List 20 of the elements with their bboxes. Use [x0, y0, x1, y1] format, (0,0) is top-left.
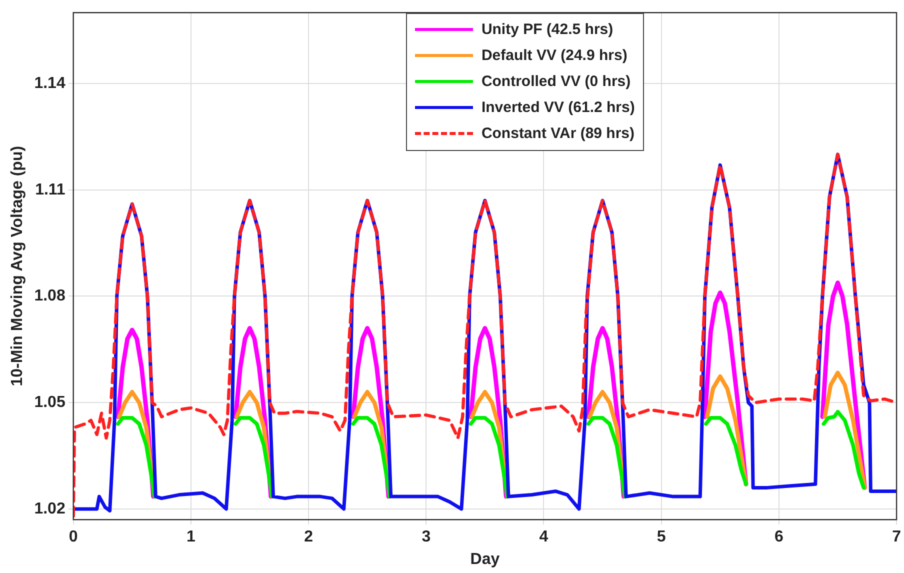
x-tick-label: 4	[539, 528, 548, 546]
x-tick-label: 1	[186, 528, 196, 546]
y-tick-label: 1.05	[34, 394, 66, 412]
x-tick-label: 6	[774, 528, 784, 546]
legend-label: Constant VAr (89 hrs)	[481, 125, 635, 142]
x-tick-label: 2	[304, 528, 314, 546]
y-tick-label: 1.11	[35, 181, 66, 198]
x-tick-label: 5	[656, 528, 666, 546]
legend-label: Controlled VV (0 hrs)	[481, 73, 631, 90]
y-axis-title: 10-Min Moving Avg Voltage (pu)	[9, 146, 26, 386]
legend-label: Unity PF (42.5 hrs)	[481, 21, 614, 38]
x-tick-label: 3	[422, 528, 431, 546]
x-axis-title: Day	[470, 550, 500, 568]
x-tick-label: 0	[68, 528, 78, 546]
legend-label: Default VV (24.9 hrs)	[481, 47, 628, 64]
y-tick-label: 1.14	[34, 74, 66, 92]
x-tick-label: 7	[892, 528, 902, 546]
y-tick-label: 1.02	[34, 500, 66, 518]
legend-label: Inverted VV (61.2 hrs)	[481, 99, 635, 116]
y-tick-label: 1.08	[34, 288, 66, 305]
